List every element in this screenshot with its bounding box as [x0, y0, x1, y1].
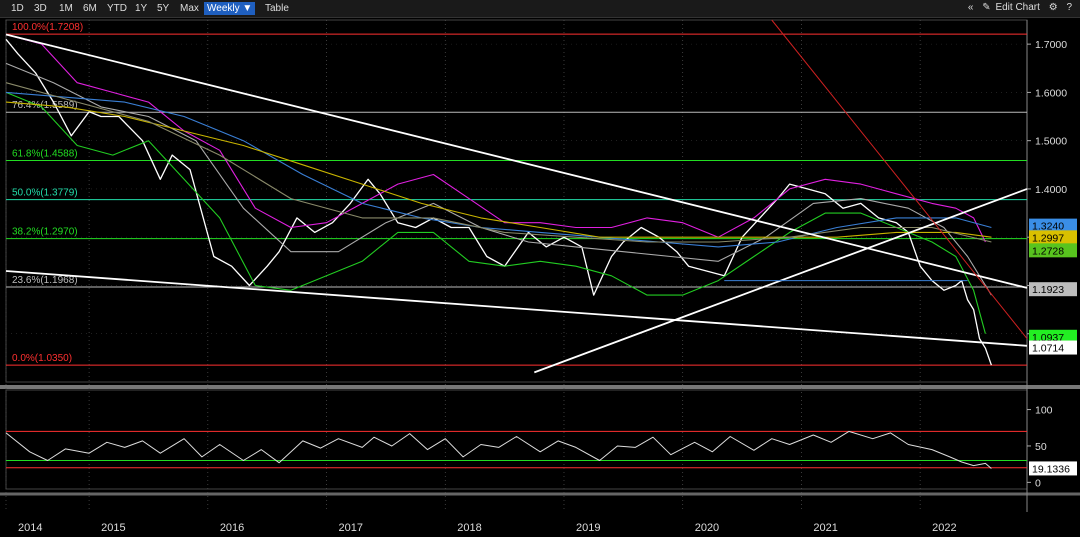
trend-line [5, 33, 1028, 289]
range-ytd-button[interactable]: YTD [107, 3, 127, 14]
y-axis-tick-label: 1.4000 [1035, 184, 1067, 196]
range-5y-button[interactable]: 5Y [157, 3, 170, 14]
rsi-axis-tick-label: 0 [1035, 477, 1041, 489]
range-1y-button[interactable]: 1Y [135, 3, 148, 14]
main-panel [5, 19, 1028, 383]
price-tag [1029, 329, 1077, 344]
moving-average-line [5, 33, 986, 243]
fib-level-label: 23.6%(1.1968) [12, 275, 78, 286]
price-tag-label: 1.1923 [1032, 284, 1064, 296]
price-tag-label: 1.2728 [1032, 245, 1064, 257]
y-axis-tick-label: 1.6000 [1035, 87, 1067, 99]
x-axis-tick-label: 2015 [101, 522, 125, 534]
price-tag [1029, 340, 1077, 355]
rsi-value-tag-label: 19.1336 [1032, 463, 1070, 475]
rsi-panel [5, 389, 1028, 490]
x-axis-tick-label: 2018 [457, 522, 481, 534]
range-1m-button[interactable]: 1M [59, 3, 73, 14]
toolbar-right: « ✎ Edit Chart ⚙ ? [962, 2, 1072, 13]
moving-average-line [5, 91, 986, 334]
y-axis-tick-label: 1.5000 [1035, 136, 1067, 148]
x-axis-tick-label: 2016 [220, 522, 244, 534]
chart-toolbar: 1D 3D 1M 6M YTD 1Y 5Y Max Weekly ▼ Table… [0, 0, 1080, 18]
range-3d-button[interactable]: 3D [34, 3, 47, 14]
trend-line [5, 270, 1028, 347]
rsi-value-tag [1029, 461, 1077, 476]
y-axis-tick-label: 1.7000 [1035, 39, 1067, 51]
price-tag [1029, 243, 1077, 258]
range-max-button[interactable]: Max [180, 3, 199, 14]
price-tag-label: 1.0714 [1032, 343, 1064, 355]
price-tag-label: 1.2997 [1032, 232, 1064, 244]
price-tag-label: 1.3240 [1032, 221, 1064, 233]
price-tag [1029, 282, 1077, 297]
x-axis-tick-label: 2019 [576, 522, 600, 534]
x-axis-tick-label: 2014 [18, 522, 42, 534]
rsi-series-line [5, 430, 992, 469]
moving-average-line [5, 82, 992, 243]
price-tag [1029, 230, 1077, 245]
double-chevron-left-icon[interactable]: « [967, 2, 974, 13]
table-view-button[interactable]: Table [265, 3, 289, 14]
gear-icon[interactable]: ⚙ [1048, 2, 1058, 13]
trend-line [771, 19, 1028, 339]
fib-level-label: 0.0%(1.0350) [12, 353, 72, 364]
frequency-weekly-dropdown[interactable]: Weekly ▼ [204, 2, 256, 15]
x-axis-tick-label: 2021 [813, 522, 837, 534]
pencil-icon[interactable]: ✎ [982, 2, 991, 13]
x-axis-tick-label: 2020 [695, 522, 719, 534]
edit-chart-button[interactable]: Edit Chart [995, 2, 1040, 13]
x-axis-tick-label: 2022 [932, 522, 956, 534]
moving-average-line [5, 101, 992, 238]
range-1d-button[interactable]: 1D [11, 3, 24, 14]
range-6m-button[interactable]: 6M [83, 3, 97, 14]
rsi-axis-tick-label: 100 [1035, 405, 1053, 417]
price-tag [1029, 218, 1077, 233]
fib-level-label: 50.0%(1.3779) [12, 188, 78, 199]
rsi-axis-tick-label: 50 [1035, 441, 1047, 453]
question-icon[interactable]: ? [1066, 2, 1072, 13]
fib-level-label: 38.2%(1.2970) [12, 227, 78, 238]
fib-level-label: 100.0%(1.7208) [12, 22, 83, 33]
moving-average-line [5, 62, 992, 296]
x-axis-tick-label: 2017 [339, 522, 363, 534]
moving-average-line [5, 91, 992, 248]
fib-level-label: 61.8%(1.4588) [12, 149, 78, 160]
